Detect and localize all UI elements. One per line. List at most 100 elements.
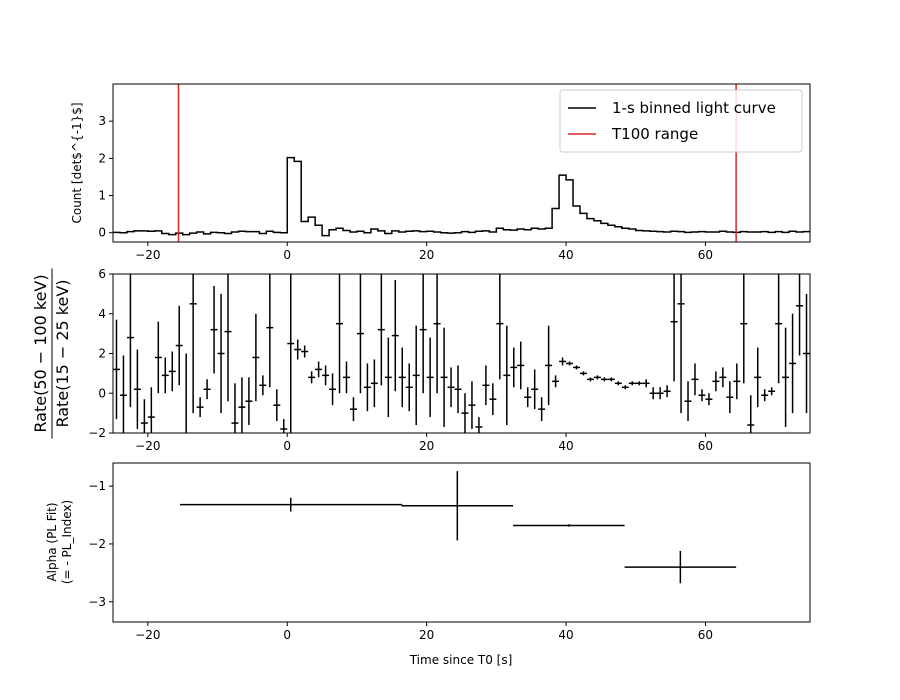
- hardness-ratio-point: [705, 393, 713, 406]
- alpha-ytick-label: −1: [88, 479, 106, 493]
- hardness-ratio-point: [796, 274, 804, 356]
- alpha-xtick-label: −20: [135, 628, 160, 642]
- light-curve-ytick-label: 2: [98, 151, 106, 165]
- hardness-ratio-point: [447, 367, 455, 408]
- alpha-xlabel: Time since T0 [s]: [409, 653, 513, 667]
- alpha-point: [513, 524, 625, 527]
- hardness-ratio-xtick-label: 60: [698, 439, 713, 453]
- light-curve-xtick-label: 0: [283, 248, 291, 262]
- hardness-ratio-point: [294, 339, 302, 360]
- hardness-ratio-ytick-label: 4: [98, 307, 106, 321]
- hardness-ratio-xtick-label: 0: [283, 439, 291, 453]
- hardness-ratio-xtick-label: 40: [558, 439, 573, 453]
- hardness-ratio-point: [545, 325, 553, 406]
- hardness-ratio-point: [161, 357, 169, 394]
- hardness-ratio-point: [510, 347, 518, 388]
- hardness-ratio-xtick-label: 20: [419, 439, 434, 453]
- hardness-ratio-point: [217, 293, 225, 414]
- alpha-point: [624, 550, 737, 584]
- alpha-ylabel: Alpha (PL Fit): [45, 502, 59, 581]
- hardness-ratio-point: [621, 385, 629, 390]
- hardness-ratio-point: [336, 274, 344, 394]
- hardness-ratio-ylabel-denominator: Rate(15 − 25 keV): [53, 279, 72, 427]
- hardness-ratio-point: [573, 365, 580, 370]
- hardness-ratio-point: [775, 274, 783, 384]
- hardness-ratio-point: [322, 365, 330, 386]
- hardness-ratio-point: [803, 293, 810, 414]
- light-curve-ticks: −20 0 20 40 60 0 1 2 3: [98, 114, 713, 262]
- light-curve-xtick-label: 40: [558, 248, 573, 262]
- hardness-ratio-point: [273, 389, 281, 422]
- hardness-ratio-point: [614, 381, 622, 386]
- light-curve-ytick-label: 1: [98, 189, 106, 203]
- hardness-ratio-point: [670, 274, 678, 382]
- hardness-ratio-marks: [113, 274, 810, 433]
- hardness-ratio-point: [482, 365, 490, 406]
- hardness-ratio-point: [719, 367, 727, 388]
- alpha-xtick-label: 60: [698, 628, 713, 642]
- hardness-ratio-point: [266, 274, 274, 388]
- legend-label: T100 range: [611, 125, 698, 143]
- hardness-ratio-point: [154, 321, 162, 394]
- hardness-ratio-point: [496, 274, 504, 380]
- hardness-ratio-point: [461, 393, 469, 433]
- alpha-ytick-label: −3: [88, 595, 106, 609]
- hardness-ratio-point: [761, 389, 769, 402]
- legend-box: [559, 89, 803, 153]
- light-curve-line: [113, 156, 810, 237]
- alpha-panel: −20 0 20 40 60 −3 −2 −1 Alpha (PL Fit) (= - PL_…: [45, 462, 811, 667]
- hardness-ratio-point: [607, 377, 615, 382]
- alpha-marks: [179, 471, 737, 584]
- alpha-axes-frame: [112, 462, 811, 623]
- hardness-ratio-point: [726, 381, 734, 414]
- hardness-ratio-point: [113, 319, 120, 420]
- hardness-ratio-point: [656, 387, 664, 400]
- hardness-ratio-point: [628, 381, 636, 386]
- hardness-ratio-point: [475, 417, 483, 433]
- light-curve-ylabel: Count [det$^{-1}$]: [70, 102, 84, 223]
- hardness-ratio-point: [412, 325, 420, 426]
- hardness-ratio-point: [754, 347, 762, 408]
- hardness-ratio-point: [308, 371, 316, 384]
- hardness-ratio-point: [684, 381, 692, 422]
- hardness-ratio-point: [133, 349, 141, 430]
- hardness-ratio-point: [126, 274, 134, 408]
- hardness-ratio-point: [147, 387, 155, 433]
- hardness-ratio-point: [252, 313, 260, 402]
- hardness-ratio-point: [343, 361, 350, 394]
- hardness-ratio-point: [377, 274, 385, 386]
- hardness-ratio-point: [649, 387, 657, 400]
- light-curve-legend: 1-s binned light curve T100 range: [559, 89, 803, 153]
- hardness-ratio-point: [782, 327, 790, 428]
- hardness-ratio-point: [196, 397, 204, 418]
- alpha-point: [179, 497, 403, 512]
- hardness-ratio-point: [538, 397, 546, 422]
- hardness-ratio-point: [433, 274, 441, 394]
- hardness-ratio-ytick-label: 6: [98, 267, 106, 281]
- light-curve-ytick-label: 3: [98, 114, 106, 128]
- hardness-ratio-point: [691, 363, 699, 396]
- hardness-ratio-point: [586, 377, 594, 382]
- hardness-ratio-point: [768, 387, 776, 396]
- light-curve-panel: −20 0 20 40 60 0 1 2 3 Count [det$^{-1}$] 1-s bi…: [70, 83, 811, 262]
- hardness-ratio-point: [391, 279, 399, 392]
- hardness-ratio-point: [579, 371, 587, 376]
- hardness-ratio-point: [405, 363, 413, 412]
- hardness-ratio-point: [231, 383, 239, 433]
- hardness-ratio-point: [119, 355, 127, 433]
- light-curve-xtick-label: 20: [419, 248, 434, 262]
- hardness-ratio-point: [440, 327, 448, 428]
- hardness-ratio-point: [287, 274, 295, 433]
- light-curve-xtick-label: −20: [135, 248, 160, 262]
- alpha-xtick-label: 40: [558, 628, 573, 642]
- light-curve-ytick-label: 0: [98, 226, 106, 240]
- hardness-ratio-point: [398, 347, 406, 408]
- alpha-ytick-label: −2: [88, 537, 106, 551]
- hardness-ratio-point: [210, 285, 218, 374]
- hardness-ratio-point: [329, 373, 337, 406]
- hardness-ratio-point: [559, 357, 567, 366]
- hardness-ratio-point: [245, 377, 253, 426]
